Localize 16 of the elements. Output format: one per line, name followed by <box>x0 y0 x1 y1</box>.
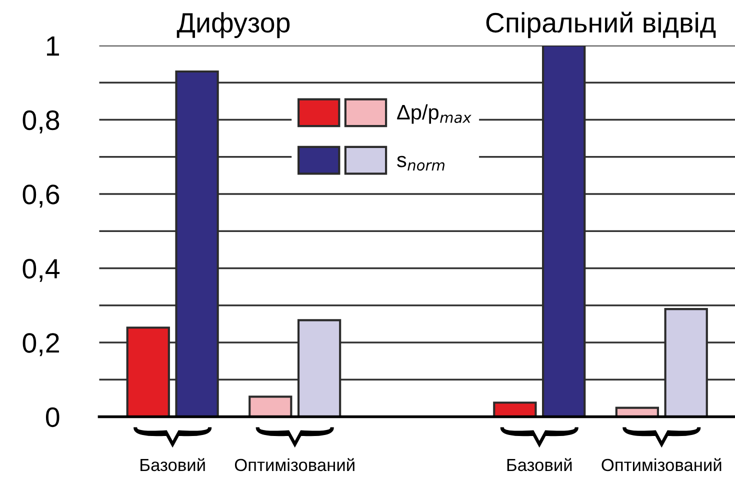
x-tick-label: Базовий <box>140 458 205 472</box>
text: Спіральний відвід <box>486 12 716 38</box>
y-tick-label: 0,6 <box>22 184 60 208</box>
text: Дифузор <box>176 12 290 38</box>
y-tick-label: 0,4 <box>22 258 60 282</box>
y-tick-label: 0 <box>46 407 60 428</box>
bar <box>248 396 292 417</box>
bar <box>493 402 537 417</box>
y-tick-label: 0,8 <box>22 110 60 134</box>
legend-label: Δp/p$_{max}$ <box>397 104 472 124</box>
x-tick-label: Оптимізований <box>234 458 354 472</box>
x-tick-label: Базовий <box>507 458 572 472</box>
x-tick-label: Оптимізований <box>602 458 722 472</box>
legend-label: s$_{norm}$ <box>397 156 444 171</box>
y-tick-label: 1 <box>47 36 59 56</box>
y-tick-label: 0,2 <box>22 333 59 356</box>
